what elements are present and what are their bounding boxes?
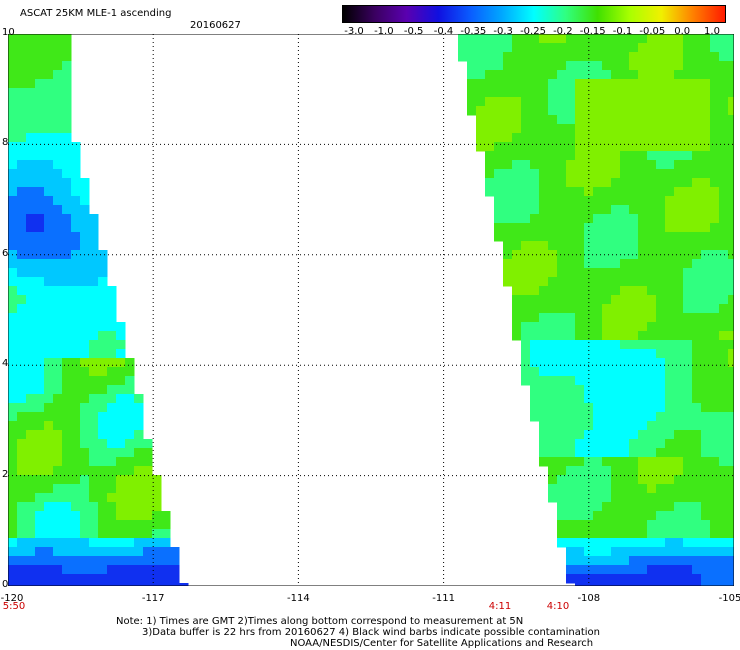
y-tick-label: 2 (2, 468, 9, 480)
x-tick-label: -117 (141, 593, 165, 604)
colorbar-label: 0.0 (674, 26, 691, 37)
map-title: ASCAT 25KM MLE-1 ascending (20, 8, 172, 19)
colorbar-label: -0.2 (553, 26, 573, 37)
pass-time-label: 4:11 (488, 601, 512, 612)
y-tick-label: 0 (2, 579, 9, 590)
x-tick-label: -114 (287, 593, 310, 604)
note-line-3: NOAA/NESDIS/Center for Satellite Applica… (290, 638, 594, 649)
colorbar-label: -0.25 (520, 26, 546, 37)
colorbar-label: -0.35 (460, 26, 487, 37)
wind-swaths (8, 34, 734, 586)
x-tick-label: -111 (432, 593, 455, 604)
colorbar-label: 1.0 (704, 26, 720, 37)
colorbar-label: -0.05 (639, 26, 666, 37)
colorbar-label: -1.0 (374, 26, 394, 37)
colorbar (342, 5, 726, 23)
map-date: 20160627 (190, 20, 241, 31)
colorbar-label: -0.5 (403, 26, 424, 37)
note-line-1: Note: 1) Times are GMT 2)Times along bot… (116, 616, 524, 627)
y-tick-label: 10 (2, 27, 15, 38)
swath-map (8, 34, 734, 586)
y-tick-label: 6 (2, 247, 9, 259)
y-tick-label: 4 (2, 358, 9, 370)
colorbar-label: -0.4 (433, 26, 454, 37)
colorbar-label: -0.3 (493, 26, 513, 37)
x-tick-label: -120 (0, 593, 24, 604)
colorbar-label: -3.0 (344, 26, 364, 37)
note-line-2: 3)Data buffer is 22 hrs from 20160627 4)… (142, 627, 600, 638)
x-tick-label: -108 (577, 593, 601, 604)
x-tick-label: -105 (718, 593, 740, 604)
colorbar-label: -0.1 (612, 26, 633, 37)
y-tick-label: 8 (2, 137, 9, 149)
pass-time-label: 4:10 (546, 601, 570, 612)
pass-time-label: 5:50 (2, 601, 26, 612)
lat-lon-grid (8, 34, 734, 586)
colorbar-label: -0.15 (579, 26, 606, 37)
